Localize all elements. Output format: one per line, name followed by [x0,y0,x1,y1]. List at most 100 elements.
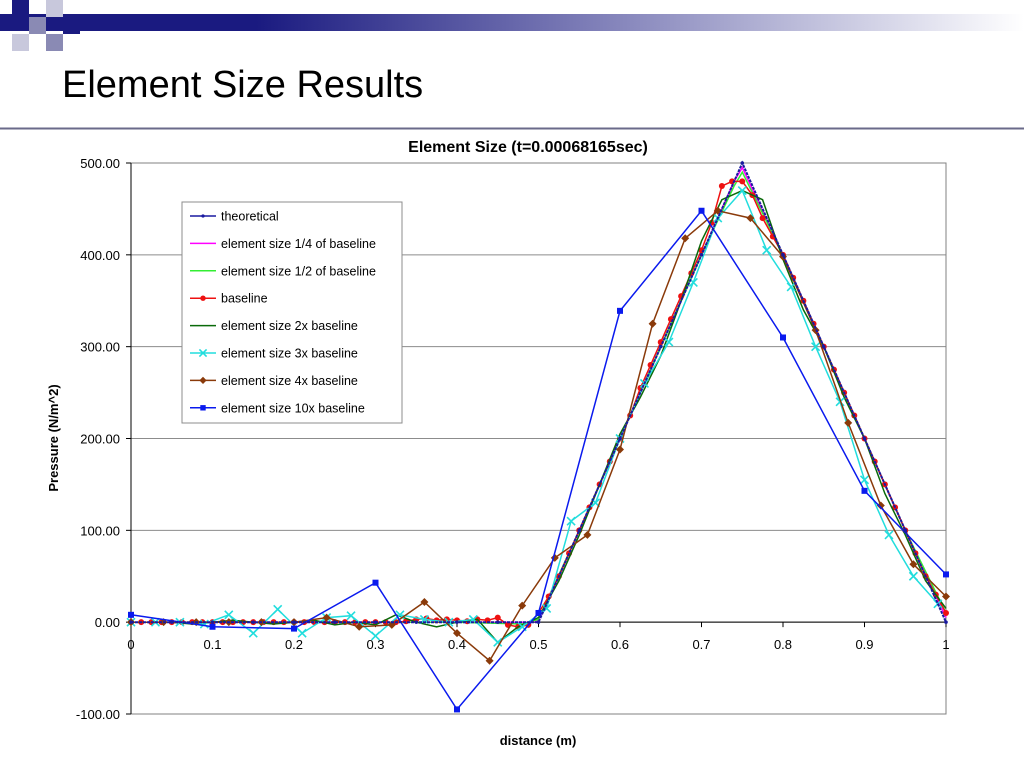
x-tick-label: 0.1 [203,637,221,652]
legend-label: element size 2x baseline [221,319,358,333]
header-square [63,17,80,34]
data-point [535,609,542,616]
data-point [618,436,622,441]
chart-axes: -100.00 0.00 100.00 200.00 300.00 400.00 500.0… [76,156,950,722]
y-tick-label: 500.00 [80,156,120,171]
data-point [884,530,894,540]
y-tick-label: 200.00 [80,432,120,447]
x-tick-label: 0.8 [774,637,792,652]
data-point [273,604,283,614]
x-tick-label: 0.5 [529,637,547,652]
data-point [332,620,337,624]
data-point [746,214,755,223]
data-point [909,560,918,569]
slide-title: Element Size Results [62,64,424,106]
legend-label: theoretical [221,210,279,224]
data-point [681,234,690,243]
x-tick-label: 0.9 [855,637,873,652]
data-point [786,282,796,292]
legend-label: baseline [221,292,268,306]
data-point [355,622,364,631]
data-point [128,611,134,618]
data-point [455,620,459,624]
legend-item: element size 4x baseline [190,374,358,388]
data-point [224,610,234,620]
data-point [699,253,704,257]
data-point [420,597,429,606]
data-point [201,214,205,218]
data-point [648,319,657,328]
data-point [200,295,206,301]
legend-item: element size 2x baseline [190,319,358,333]
data-point [577,528,582,533]
legend-label: element size 1/4 of baseline [221,237,376,251]
data-point [292,620,296,624]
data-point [658,344,663,349]
x-tick-label: 0.4 [448,637,466,652]
data-point [713,206,722,215]
data-point [209,623,216,630]
data-point [536,620,541,624]
x-axis-title: distance (m) [500,733,577,748]
data-point [200,405,206,411]
x-tick-label: 0.3 [366,637,384,652]
data-point [737,185,747,196]
data-point [942,592,950,601]
data-point [616,445,624,454]
data-point [908,571,918,581]
data-point [494,614,501,621]
header-square [46,0,63,17]
data-point [903,528,908,533]
x-tick-label: 0.6 [611,637,629,652]
data-point [485,656,494,665]
data-point [740,161,745,165]
data-point [759,215,766,222]
data-point [198,348,208,358]
slide-header-decoration [0,0,1024,130]
data-point [542,603,552,613]
legend-item: element size 10x baseline [190,401,365,415]
legend-item: element size 1/4 of baseline [190,237,376,251]
y-tick-label: 300.00 [80,340,120,355]
data-point [291,625,297,632]
y-tick-label: 400.00 [80,248,120,263]
data-point [762,245,772,255]
data-point [129,620,133,624]
y-tick-label: 0.00 [95,615,120,630]
data-point [844,418,853,427]
data-point [248,628,258,638]
legend-item: baseline [190,292,268,306]
series-element-size-10x-baseline [128,207,949,713]
data-point [859,475,870,485]
x-tick-label: 1 [942,637,949,652]
x-tick-label: 0.7 [692,637,710,652]
data-point [566,516,576,526]
data-point [617,307,623,314]
legend-label: element size 10x baseline [221,401,365,415]
data-point [373,620,378,624]
data-point [493,637,503,647]
header-band [0,14,1024,31]
legend-label: element size 1/2 of baseline [221,264,376,278]
data-point [495,620,500,624]
legend-item: element size 3x baseline [190,347,358,361]
y-axis-title: Pressure (N/m^2) [46,384,61,491]
data-point [698,207,705,214]
slide-header: Element Size Results [0,0,1024,130]
series-element-size-2x-baseline [131,189,947,644]
header-square [46,34,63,51]
data-point [943,609,949,616]
series-theoretical [129,160,948,624]
data-point [210,620,215,624]
x-tick-label: 0.2 [285,637,303,652]
data-point [454,706,460,713]
data-point [862,436,867,441]
data-point [199,376,207,384]
data-point [647,362,654,369]
header-square [12,34,29,51]
data-point [169,620,174,624]
header-square [12,0,29,17]
y-tick-label: 100.00 [80,523,120,538]
series-line [131,189,947,644]
